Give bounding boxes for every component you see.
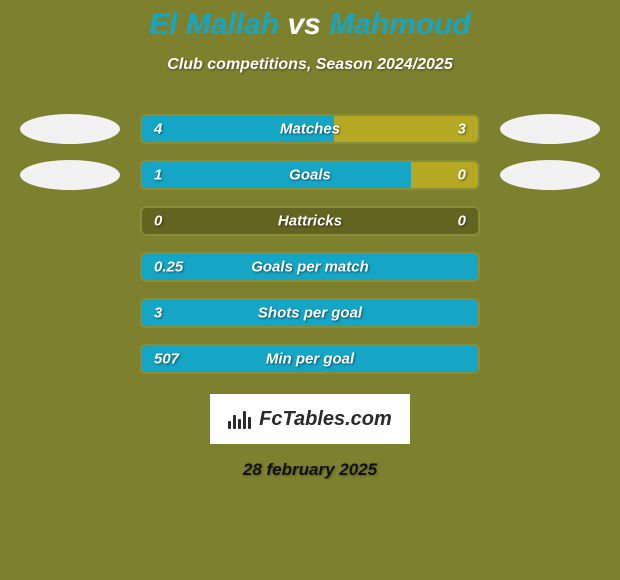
stat-bar: 3 Shots per goal [140,298,480,328]
player-photo-left [20,114,120,144]
stat-label: Min per goal [266,351,354,368]
stat-row: 3 Shots per goal [0,298,620,328]
comparison-infographic: El Mallah vs Mahmoud Club competitions, … [0,0,620,580]
stat-row: 0 0 Hattricks [0,206,620,236]
stat-label: Matches [280,121,340,138]
stat-value-right: 3 [458,121,466,138]
title-vs: vs [288,8,321,41]
stat-bar: 0 0 Hattricks [140,206,480,236]
stat-bar: 1 0 Goals [140,160,480,190]
stats-block: 4 3 Matches 1 0 Goals 0 0 Hattricks 0.25 Goals per… [0,114,620,374]
page-title: El Mallah vs Mahmoud [0,8,620,42]
bar-fill-right [334,116,478,142]
stat-value-left: 507 [154,351,179,368]
logo-box: FcTables.com [210,394,410,444]
stat-label: Shots per goal [258,305,362,322]
spacer [500,252,600,282]
stat-value-left: 0.25 [154,259,183,276]
stat-value-right: 0 [458,167,466,184]
bar-fill-right [411,162,478,188]
title-player2: Mahmoud [329,8,471,41]
spacer [500,344,600,374]
stat-label: Goals [289,167,331,184]
player-photo-right [500,114,600,144]
date-text: 28 february 2025 [0,460,620,480]
spacer [20,298,120,328]
spacer [20,206,120,236]
stat-value-left: 0 [154,213,162,230]
stat-label: Hattricks [278,213,342,230]
stat-row: 507 Min per goal [0,344,620,374]
stat-value-right: 0 [458,213,466,230]
stat-bar: 507 Min per goal [140,344,480,374]
stat-row: 4 3 Matches [0,114,620,144]
spacer [500,206,600,236]
stat-bar: 4 3 Matches [140,114,480,144]
title-player1: El Mallah [149,8,279,41]
stat-bar: 0.25 Goals per match [140,252,480,282]
bar-fill-left [142,162,411,188]
stat-row: 0.25 Goals per match [0,252,620,282]
player-photo-left [20,160,120,190]
spacer [500,298,600,328]
bar-chart-icon [228,409,251,429]
stat-value-left: 3 [154,305,162,322]
spacer [20,252,120,282]
stat-label: Goals per match [251,259,369,276]
spacer [20,344,120,374]
stat-row: 1 0 Goals [0,160,620,190]
logo-text: FcTables.com [259,408,392,431]
stat-value-left: 1 [154,167,162,184]
player-photo-right [500,160,600,190]
stat-value-left: 4 [154,121,162,138]
subtitle: Club competitions, Season 2024/2025 [0,56,620,74]
